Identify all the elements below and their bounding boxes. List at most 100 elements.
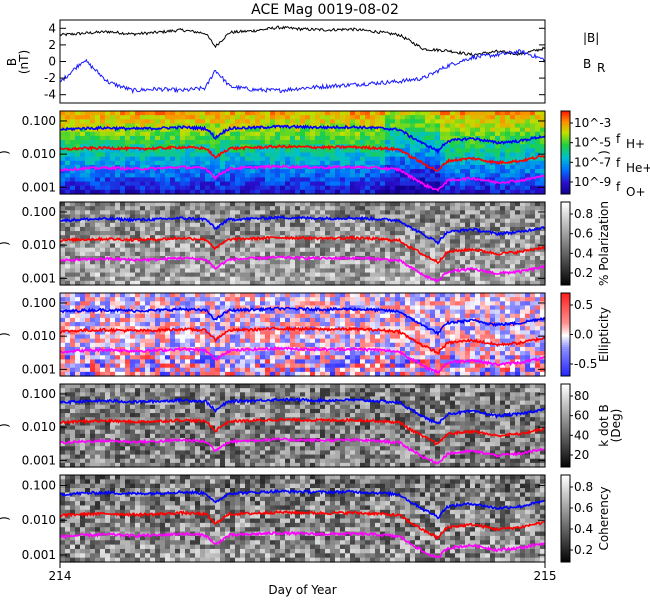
panel-coherency-ytick-label: 0.100 bbox=[22, 478, 56, 492]
panel-ellipticity-fh-line bbox=[59, 305, 546, 337]
xaxis-tick-label: 214 bbox=[49, 569, 72, 583]
panel-polarization-fo-line bbox=[59, 255, 546, 283]
panel-power-ytick-label: 0.001 bbox=[22, 180, 56, 194]
panel-k-dot-b-fo-line bbox=[59, 436, 546, 465]
panel-k-dot-b-spectrogram bbox=[60, 384, 546, 468]
panel-coherency-colorbar-frame bbox=[560, 474, 571, 563]
panel-ellipticity-ytick-label: 0.010 bbox=[22, 329, 56, 343]
panel-k-dot-b-ylabel-clipped: ) bbox=[0, 423, 11, 428]
panel-k-dot-b-fhe-line bbox=[59, 417, 546, 446]
panel-b-frame bbox=[59, 19, 546, 104]
panel-coherency-cbar-tick-label: 0.4 bbox=[574, 522, 593, 536]
xaxis-tick-label: 215 bbox=[534, 569, 557, 583]
panel-k-dot-b-cbar-tick-label: 20 bbox=[574, 448, 589, 462]
panel-power-cbar-tick-label: 10^-5 bbox=[574, 136, 611, 150]
panel-k-dot-b-cbar-tick-label: 40 bbox=[574, 428, 589, 442]
panel-power-frame bbox=[59, 110, 546, 195]
panel-ellipticity-spectrogram bbox=[60, 293, 546, 377]
panel-polarization-fh-line bbox=[59, 215, 546, 246]
panel-k-dot-b-ytick-label: 0.010 bbox=[22, 420, 56, 434]
panel-ellipticity-cbar-tick-label: 0.0 bbox=[574, 328, 593, 342]
panel-polarization-colorbar-frame bbox=[560, 201, 571, 286]
panel-power-fh-line bbox=[60, 124, 546, 155]
panel-power-cbar-tick-label: 10^-3 bbox=[574, 116, 611, 130]
panel-power-cbar-tick-label: 10^-7 bbox=[574, 155, 611, 169]
panel-polarization-cbar-tick-label: 0.4 bbox=[574, 246, 593, 260]
legend-br-sub: R bbox=[597, 61, 605, 75]
panel-power-cbar-tick-label: 10^-9 bbox=[574, 175, 611, 189]
panel-coherency-frame bbox=[59, 474, 546, 563]
legend-fo-label: f bbox=[616, 180, 621, 194]
panel-coherency-cbar-tick-label: 0.8 bbox=[574, 480, 593, 494]
legend-fhe-sub: He+ bbox=[626, 161, 650, 175]
panel-ellipticity-ylabel-clipped: ) bbox=[0, 332, 11, 337]
panel-k-dot-b-fh-line bbox=[59, 396, 546, 425]
panel-b-ytick-label: 4 bbox=[48, 21, 56, 35]
panel-ellipticity-colorbar bbox=[561, 293, 570, 377]
panel-ellipticity-ytick-label: 0.100 bbox=[22, 296, 56, 310]
panel-polarization-frame bbox=[59, 201, 546, 286]
panel-power-colorbar-frame bbox=[560, 110, 571, 195]
panel-power-spectrogram bbox=[60, 111, 546, 195]
panel-b-ytick-label: -4 bbox=[44, 88, 56, 102]
legend-fh-label: f bbox=[616, 132, 621, 146]
legend-fh-sub: H+ bbox=[626, 137, 645, 151]
panel-ellipticity-fo-line bbox=[59, 345, 546, 375]
figure-title: ACE Mag 0019-08-02 bbox=[251, 2, 399, 18]
panel-polarization-ytick-label: 0.010 bbox=[22, 238, 56, 252]
panel-k-dot-b-colorbar-frame bbox=[560, 383, 571, 468]
panel-power-fo-line bbox=[59, 163, 546, 193]
panel-power-cbar-label: ) bbox=[597, 150, 611, 155]
panel-coherency-ytick-label: 0.010 bbox=[22, 513, 56, 527]
panel-b-ytick-label: -2 bbox=[44, 71, 56, 85]
panel-ellipticity-cbar-tick-label: -0.5 bbox=[574, 357, 597, 371]
total-b-line bbox=[59, 25, 546, 57]
panel-ellipticity-cbar-tick-label: 0.5 bbox=[574, 298, 593, 312]
panel-k-dot-b-frame bbox=[59, 383, 546, 468]
panel-coherency-cbar-tick-label: 0.6 bbox=[574, 501, 593, 515]
legend-fhe-label: f bbox=[616, 156, 621, 170]
panel-coherency-fhe-line bbox=[59, 509, 545, 540]
legend-b-label: |B| bbox=[583, 31, 599, 45]
panel-polarization-cbar-tick-label: 0.2 bbox=[574, 266, 593, 280]
panel-polarization-cbar-tick-label: 0.6 bbox=[574, 227, 593, 241]
panel-b-yunit: (nT) bbox=[17, 50, 31, 74]
panel-polarization-ylabel-clipped: ) bbox=[0, 241, 11, 246]
panel-polarization-cbar-label: % Polarization bbox=[597, 201, 611, 286]
panel-power-ytick-label: 0.010 bbox=[22, 147, 56, 161]
panel-b-ylabel: B bbox=[5, 58, 19, 66]
panel-ellipticity-cbar-label: Ellipticity bbox=[597, 307, 611, 362]
xaxis-label: Day of Year bbox=[268, 583, 336, 597]
panel-ellipticity-fhe-line bbox=[59, 325, 546, 355]
panel-ellipticity-frame bbox=[59, 292, 546, 377]
panel-k-dot-b-cbar-unit: (Deg) bbox=[609, 409, 623, 443]
panel-ellipticity-ytick-label: 0.001 bbox=[22, 362, 56, 376]
panel-coherency-cbar-tick-label: 0.2 bbox=[574, 543, 593, 557]
panel-k-dot-b-cbar-tick-label: 80 bbox=[574, 389, 589, 403]
panel-polarization-spectrogram bbox=[60, 202, 546, 286]
panel-coherency-ylabel-clipped: ) bbox=[0, 516, 11, 521]
panel-coherency-fo-line bbox=[59, 530, 546, 559]
panel-b-ytick-label: 0 bbox=[48, 55, 56, 69]
panel-power-colorbar bbox=[561, 111, 570, 195]
panel-k-dot-b-ytick-label: 0.001 bbox=[22, 453, 56, 467]
panel-coherency-fh-line bbox=[59, 488, 546, 520]
panel-coherency-cbar-label: Coherency bbox=[597, 486, 611, 550]
panel-polarization-colorbar bbox=[561, 202, 570, 286]
panel-k-dot-b-cbar-label: k dot B bbox=[597, 404, 611, 446]
panel-k-dot-b-cbar-tick-label: 60 bbox=[574, 409, 589, 423]
panel-polarization-ytick-label: 0.100 bbox=[22, 205, 56, 219]
panel-k-dot-b-ytick-label: 0.100 bbox=[22, 387, 56, 401]
panel-coherency-ytick-label: 0.001 bbox=[22, 548, 56, 562]
legend-br-label: B bbox=[583, 57, 591, 71]
panel-coherency-spectrogram bbox=[60, 475, 546, 563]
legend-fo-sub: O+ bbox=[626, 185, 646, 199]
panel-b-ytick-label: 2 bbox=[48, 38, 56, 52]
panel-k-dot-b-colorbar bbox=[561, 384, 570, 468]
panel-power-ytick-label: 0.100 bbox=[22, 114, 56, 128]
panel-polarization-fhe-line bbox=[59, 235, 546, 265]
br-line bbox=[59, 49, 546, 95]
panel-coherency-colorbar bbox=[561, 475, 570, 563]
